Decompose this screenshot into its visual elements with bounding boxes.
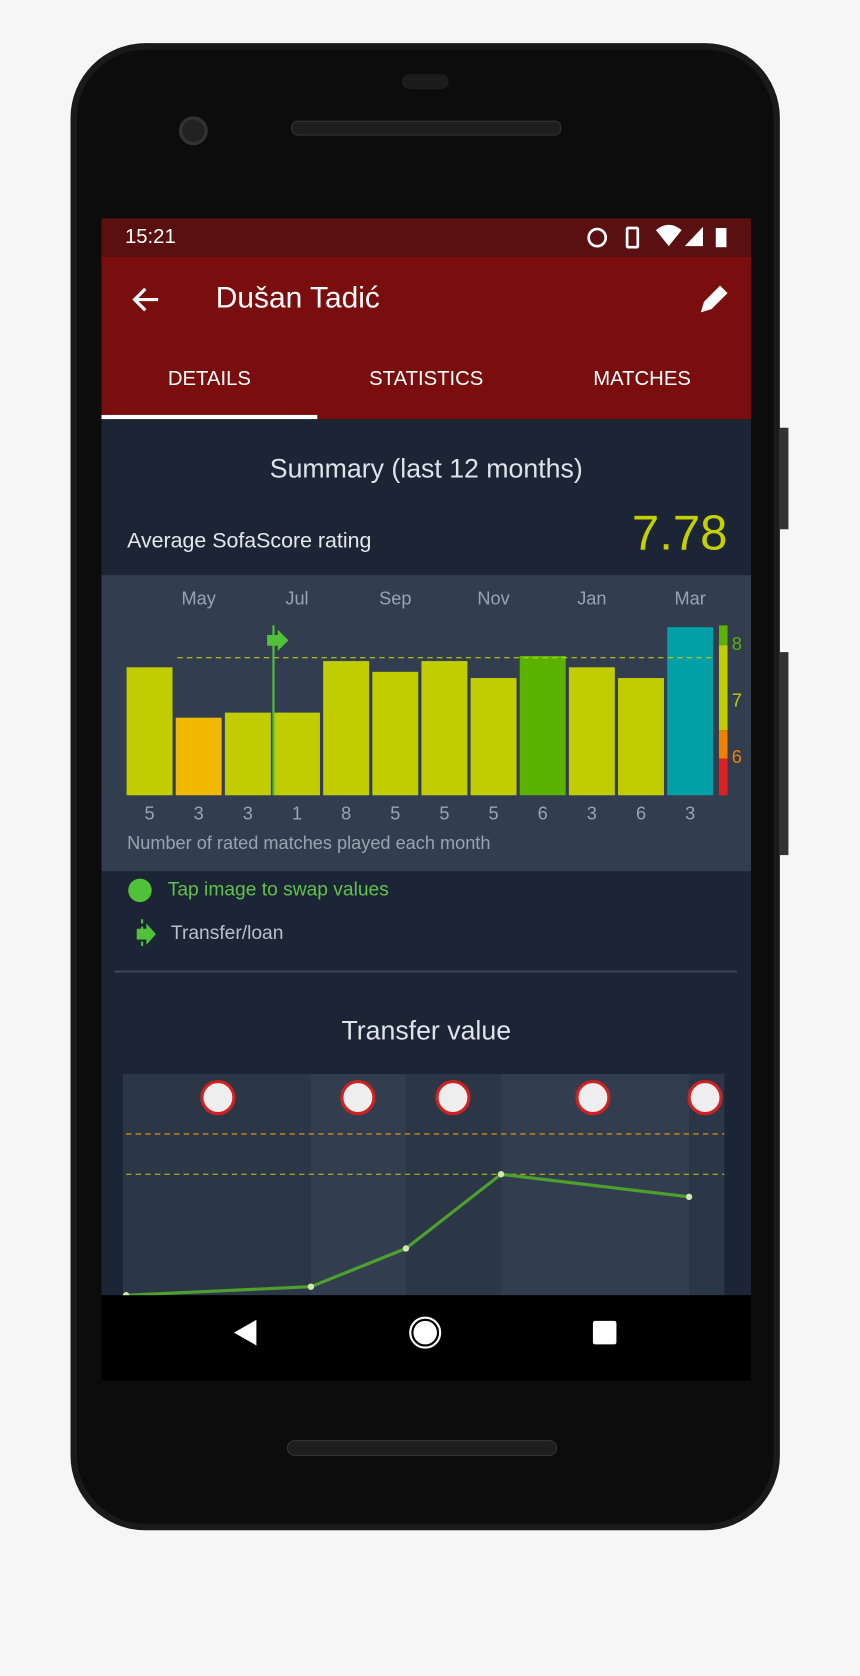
match-count: 5 [145, 803, 155, 823]
edit-button[interactable] [700, 285, 728, 313]
match-count: 3 [587, 803, 597, 823]
match-count: 5 [390, 803, 400, 823]
value-point [307, 1283, 315, 1290]
match-count: 3 [685, 803, 695, 823]
nav-back[interactable] [233, 1319, 257, 1346]
month-label: Mar [674, 589, 705, 609]
transfer-chart [122, 1074, 725, 1299]
scale-tick-label: 8 [732, 634, 742, 654]
rating-label: Average SofaScore rating [127, 529, 371, 553]
chart-footnote: Number of rated matches played each mont… [127, 833, 490, 853]
scale-segment [718, 730, 728, 759]
tab-indicator [101, 414, 318, 420]
match-count: 1 [292, 803, 302, 823]
match-count: 5 [489, 803, 499, 823]
month-label: Jul [285, 589, 308, 609]
tab[interactable]: MATCHES [593, 368, 691, 390]
match-count: 3 [243, 803, 253, 823]
scale-tick-label: 6 [732, 747, 742, 767]
bar [421, 661, 468, 796]
bar [519, 655, 566, 796]
transfer-arrow [267, 629, 289, 652]
month-label: Sep [379, 589, 411, 609]
month-label: Jan [577, 589, 606, 609]
bar [568, 667, 615, 796]
transfer-legend: Transfer/loan [171, 923, 284, 944]
rating-chart: 5 May 3 3 Jul 1 8 Sep 5 5 Nov 5 6 Jan 3 6 Mar 3 6 7 8 [126, 589, 742, 823]
nav-home-ring [409, 1316, 442, 1349]
tab[interactable]: STATISTICS [369, 368, 483, 390]
speaker [286, 1440, 558, 1457]
swap-icon [128, 878, 152, 903]
scale-tick-label: 7 [732, 691, 742, 711]
match-count: 6 [538, 803, 548, 823]
swap-hint[interactable]: Tap image to swap values [168, 879, 389, 900]
bar [667, 627, 714, 796]
month-label: May [182, 589, 217, 609]
bar [618, 678, 664, 796]
status-time: 15:21 [125, 226, 176, 248]
side-button [779, 652, 789, 856]
match-count: 8 [341, 803, 351, 823]
transfer-legend-arrow [136, 923, 156, 945]
match-count: 3 [194, 803, 204, 823]
value-point [497, 1171, 505, 1178]
club-logo [687, 1079, 723, 1116]
bar [274, 712, 320, 796]
month-label: Nov [477, 589, 510, 609]
bar [224, 712, 271, 796]
bar [470, 678, 517, 796]
app-header [101, 256, 752, 420]
rating-value: 7.78 [632, 507, 728, 561]
match-count: 6 [636, 803, 646, 823]
value-point [685, 1193, 693, 1201]
sensor [401, 74, 449, 90]
match-count: 5 [439, 803, 449, 823]
summary-title: Summary (last 12 months) [270, 454, 583, 484]
transfer-title: Transfer value [341, 1015, 511, 1045]
speaker [291, 120, 562, 136]
nav-home[interactable] [411, 1318, 440, 1347]
bar [126, 667, 173, 796]
bar [372, 671, 419, 796]
club-logo [200, 1079, 236, 1116]
nav-recents[interactable] [592, 1320, 617, 1345]
scale-segment [718, 625, 728, 646]
side-button [779, 427, 789, 530]
bar [323, 661, 370, 796]
scale-segment [718, 645, 728, 731]
camera [178, 116, 208, 146]
club-logo [575, 1079, 611, 1116]
bar [175, 717, 222, 796]
back-button[interactable] [132, 287, 159, 312]
tab[interactable]: DETAILS [168, 368, 251, 390]
club-logo [435, 1079, 471, 1116]
status-bar [101, 218, 752, 257]
player-name: Dušan Tadić [216, 281, 380, 314]
scale-segment [718, 758, 728, 796]
value-point [402, 1245, 410, 1252]
club-logo [340, 1079, 376, 1116]
